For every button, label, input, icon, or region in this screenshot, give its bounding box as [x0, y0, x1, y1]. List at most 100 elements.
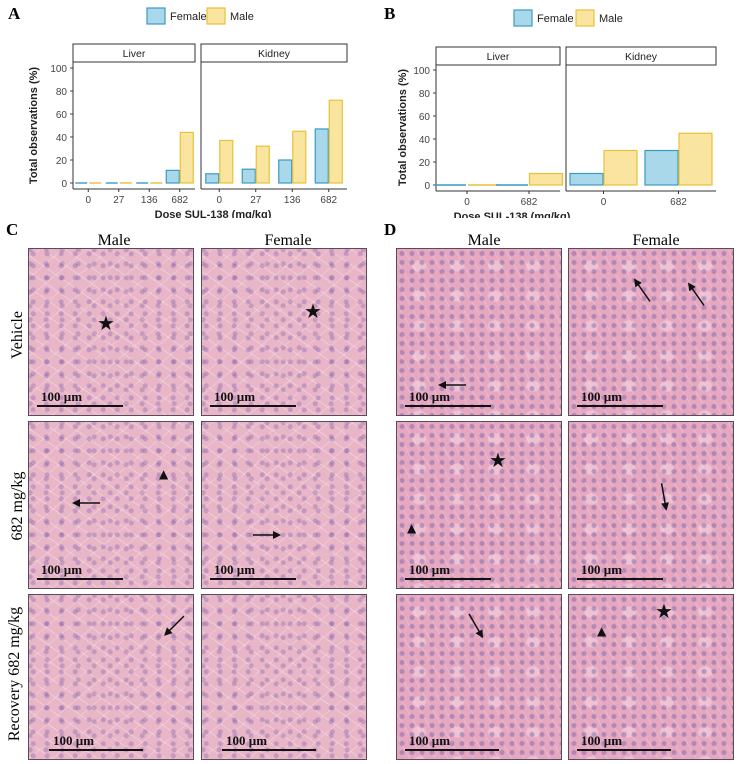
panel-label-b: B: [384, 4, 396, 23]
chart-a-xtick-kidney-0: 0: [216, 195, 222, 206]
chart-a-bar-liver-682-female: [165, 169, 180, 184]
scale-bar-label: 100 µm: [226, 733, 268, 748]
scale-bar: [37, 405, 123, 407]
scale-bar-label: 100 µm: [41, 389, 83, 404]
micrograph-d-male-vehicle: 100 µm: [396, 248, 562, 416]
scale-bar: [577, 749, 671, 751]
arrowhead-marker: ▲: [407, 521, 417, 535]
chart-b-ytick-0: 0: [424, 181, 430, 192]
micrograph-c-female-recovery: 100 µm: [201, 594, 367, 760]
chart-a-bar-kidney-27-male: [255, 145, 270, 184]
chart-a-ytick-60: 60: [56, 110, 68, 121]
chart-a-xtick-liver-0: 0: [85, 195, 91, 206]
micrograph-c-male-recovery: 100 µm: [28, 594, 194, 760]
col-header-d-female: Female: [632, 232, 680, 249]
scale-bar: [405, 578, 491, 580]
chart-b-bar-kidney-682-female: [644, 149, 679, 186]
arrow-marker: [164, 615, 185, 636]
panel-label-c: C: [6, 220, 19, 239]
scale-bar: [49, 749, 143, 751]
micrograph-d-male-682: 100 µm ★ ▲: [396, 421, 562, 589]
chart-b-legend-label-0: Female: [537, 13, 574, 25]
chart-a-legend-swatch-0: [146, 7, 166, 25]
scale-bar-label: 100 µm: [409, 389, 451, 404]
chart-a-ytick-100: 100: [50, 64, 67, 75]
chart-b-xtick-kidney-0: 0: [601, 197, 607, 208]
scale-bar: [210, 578, 296, 580]
micrograph-c-male-682: 100 µm ▲: [28, 421, 194, 589]
chart-a-y-axis-label: Total observations (%): [28, 67, 40, 184]
arrow-marker: [468, 613, 483, 639]
row-header-682: 682 mg/kg: [9, 471, 26, 541]
chart-b-strip-kidney: [565, 46, 717, 66]
chart-a-bar-kidney-27-female: [241, 168, 256, 184]
chart-a-xtick-kidney-27: 27: [250, 195, 262, 206]
star-marker: ★: [304, 299, 322, 323]
micrograph-c-male-vehicle: 100 µm ★: [28, 248, 194, 416]
chart-b-strip-label-kidney: Kidney: [625, 51, 658, 63]
chart-b-y-axis-label: Total observations (%): [397, 69, 409, 186]
chart-b-xtick-liver-682: 682: [521, 197, 538, 208]
chart-a-legend-label-0: Female: [170, 11, 207, 23]
arrow-marker: [438, 381, 466, 389]
chart-a-xtick-kidney-136: 136: [284, 195, 301, 206]
scale-bar-label: 100 µm: [581, 562, 623, 577]
chart-a-xtick-liver-682: 682: [171, 195, 188, 206]
micrograph-d-female-vehicle: 100 µm: [568, 248, 734, 416]
chart-a-ytick-0: 0: [61, 179, 67, 190]
row-header-vehicle: Vehicle: [9, 311, 26, 359]
chart-a-strip-liver: [72, 43, 196, 63]
chart-a-bar-kidney-136-female: [278, 159, 293, 184]
col-header-c-male: Male: [97, 232, 131, 249]
chart-b-strip-label-liver: Liver: [487, 51, 510, 63]
chart-b-ytick-20: 20: [419, 158, 431, 169]
chart-b-ytick-40: 40: [419, 135, 431, 146]
chart-b-xtick-kidney-682: 682: [670, 197, 687, 208]
chart-a-ytick-20: 20: [56, 156, 68, 167]
chart-b-bar-liver-682-male: [528, 172, 564, 186]
chart-a-x-axis-label: Dose SUL-138 (mg/kg): [155, 209, 272, 218]
chart-a-strip-label-kidney: Kidney: [258, 48, 291, 60]
panel-label-a: A: [8, 4, 21, 23]
arrow-marker: [660, 483, 669, 511]
chart-b-bar-kidney-0-female: [569, 172, 604, 186]
chart-a-xtick-liver-136: 136: [141, 195, 158, 206]
chart-b-strip-liver: [435, 46, 561, 66]
scale-bar-label: 100 µm: [581, 389, 623, 404]
chart-a-ytick-40: 40: [56, 133, 68, 144]
arrow-marker: [72, 499, 100, 507]
chart-a-ytick-80: 80: [56, 87, 68, 98]
scale-bar-label: 100 µm: [214, 389, 256, 404]
chart-b-legend-label-1: Male: [599, 13, 623, 25]
star-marker: ★: [655, 599, 673, 623]
micrograph-c-female-vehicle: 100 µm ★: [201, 248, 367, 416]
chart-a: Female Male Total observations (%) 0 20 40 60 8…: [28, 7, 348, 218]
chart-a-bar-kidney-682-female: [314, 128, 329, 184]
scale-bar-label: 100 µm: [214, 562, 256, 577]
col-header-c-female: Female: [264, 232, 312, 249]
scale-bar-label: 100 µm: [409, 733, 451, 748]
scale-bar-label: 100 µm: [581, 733, 623, 748]
micrograph-c-female-682: 100 µm: [201, 421, 367, 589]
chart-a-legend-swatch-1: [206, 7, 226, 25]
chart-b-x-axis-label: Dose SUL-138 (mg/kg): [454, 211, 571, 218]
micrograph-d-female-recovery: 100 µm ★ ▲: [568, 594, 734, 760]
chart-b: Female Male Total observations (%) 0 20 40 60 8…: [397, 9, 717, 218]
scale-bar: [405, 749, 499, 751]
chart-a-bar-kidney-0-male: [219, 139, 234, 184]
chart-a-bar-kidney-682-male: [328, 99, 343, 184]
star-marker: ★: [97, 311, 115, 335]
arrow-marker: [633, 278, 651, 302]
scale-bar: [577, 578, 663, 580]
chart-b-ytick-80: 80: [419, 89, 431, 100]
scale-bar-label: 100 µm: [53, 733, 95, 748]
panel-label-d: D: [384, 220, 397, 239]
arrowhead-marker: ▲: [597, 624, 607, 638]
col-header-d-male: Male: [467, 232, 501, 249]
chart-b-ytick-100: 100: [413, 66, 430, 77]
arrow-marker: [253, 531, 281, 539]
chart-b-ytick-60: 60: [419, 112, 431, 123]
scale-bar: [210, 405, 296, 407]
chart-a-bar-liver-682-male: [179, 131, 194, 184]
